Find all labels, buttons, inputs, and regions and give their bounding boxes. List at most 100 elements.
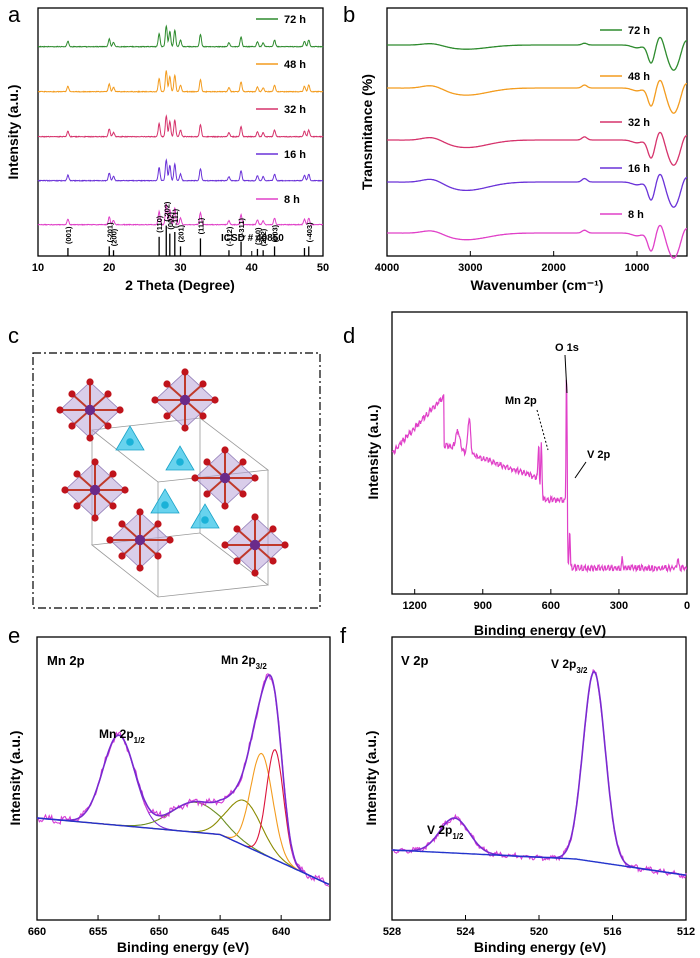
- oxygen-atom: [118, 520, 126, 528]
- y-axis-label-b: Transmitance (%): [359, 74, 375, 190]
- x-axis-label-f: Binding energy (eV): [474, 939, 606, 955]
- reference-hkl: (-112): [225, 226, 234, 246]
- panel-letter-b: b: [343, 2, 355, 27]
- annotation-o1s-line: [564, 354, 568, 394]
- ftir-line-48h: [387, 79, 687, 114]
- x-axis-label-e: Binding energy (eV): [117, 939, 249, 955]
- plot-frame-f: [391, 636, 687, 921]
- x-tick-label: 300: [610, 600, 628, 612]
- survey-line: [391, 379, 688, 574]
- x-tick-label: 650: [150, 926, 168, 938]
- mn-atom: [179, 394, 191, 406]
- peak-label-mn2p32: Mn 2p3/2: [221, 653, 267, 671]
- panel-d-xps-survey: d O 1s Mn 2p V 2p 1200 900 600 300 0 Binding…: [343, 311, 690, 638]
- legend-label: 16 h: [284, 149, 306, 161]
- reference-hkl: (-311): [237, 218, 246, 238]
- oxygen-atom: [199, 380, 207, 388]
- x-axis-label-d: Binding energy (eV): [474, 622, 606, 638]
- reference-hkl: (110): [155, 215, 164, 233]
- oxygen-atom: [56, 406, 64, 414]
- legend-label: 72 h: [284, 14, 306, 26]
- x-tick-label: 655: [89, 926, 107, 938]
- oxygen-atom: [269, 525, 277, 533]
- oxygen-atom: [163, 412, 171, 420]
- y-axis-label-a: Intensity (a.u.): [5, 85, 21, 180]
- xrd-line-16h: [37, 158, 324, 182]
- x-tick-label: 900: [474, 600, 492, 612]
- x-tick-label: 660: [28, 926, 46, 938]
- oxygen-atom: [154, 552, 162, 560]
- x-tick-label: 2000: [541, 262, 565, 274]
- xrd-curves: [37, 24, 324, 226]
- peak-label-v2p12: V 2p1/2: [427, 823, 464, 841]
- oxygen-atom: [104, 390, 112, 398]
- x-tick-label: 50: [317, 262, 329, 274]
- oxygen-atom: [136, 508, 144, 516]
- x-axis-ticks-e: 660 655 650 645 640: [28, 915, 290, 938]
- oxygen-atom: [91, 458, 99, 466]
- xrd-line-8h: [37, 203, 323, 226]
- panel-c-crystal-structure: c: [8, 323, 321, 609]
- reference-hkl: (-111): [171, 208, 180, 228]
- region-title-e: Mn 2p: [47, 653, 85, 668]
- oxygen-atom: [154, 520, 162, 528]
- v-atom: [176, 458, 184, 466]
- oxygen-atom: [221, 502, 229, 510]
- oxygen-atom: [118, 552, 126, 560]
- xrd-line-48h: [37, 70, 324, 93]
- annotation-mn2p-line: [536, 409, 549, 451]
- x-tick-label: 20: [103, 262, 115, 274]
- x-tick-label: 40: [246, 262, 258, 274]
- v2p-curves: [391, 668, 687, 880]
- legend-label: 48 h: [284, 59, 306, 71]
- v-tetrahedron: [150, 488, 180, 514]
- oxygen-atom: [73, 502, 81, 510]
- oxygen-atom: [61, 486, 69, 494]
- x-axis-ticks-a: 10 20 30 40 50: [32, 251, 329, 274]
- panel-letter-d: d: [343, 323, 355, 348]
- oxygen-atom: [281, 541, 289, 549]
- reference-hkl: (111): [196, 217, 205, 234]
- plot-frame-e: [36, 636, 331, 921]
- x-axis-label-a: 2 Theta (Degree): [125, 277, 235, 293]
- oxygen-atom: [109, 470, 117, 478]
- structure-frame: [32, 352, 321, 609]
- reference-hkl: (-403): [305, 222, 314, 243]
- mn-atom: [249, 539, 261, 551]
- oxygen-atom: [191, 474, 199, 482]
- legend-label: 48 h: [628, 71, 650, 83]
- legend-label: 16 h: [628, 163, 650, 175]
- oxygen-atom: [203, 490, 211, 498]
- raw-line: [391, 668, 687, 880]
- oxygen-atom: [136, 564, 144, 572]
- x-tick-label: 30: [174, 262, 186, 274]
- xrd-line-32h: [37, 114, 324, 138]
- v-atom: [126, 438, 134, 446]
- x-tick-label: 3000: [458, 262, 482, 274]
- x-tick-label: 512: [677, 926, 695, 938]
- annotation-o1s: O 1s: [555, 342, 579, 354]
- v-tetrahedron: [165, 445, 195, 471]
- panel-letter-f: f: [340, 623, 347, 648]
- panel-letter-a: a: [8, 2, 21, 27]
- ftir-line-16h: [387, 173, 687, 208]
- x-axis-ticks-b: 4000 3000 2000 1000: [375, 251, 649, 274]
- reference-hkl: (-202): [162, 201, 171, 222]
- panel-letter-c: c: [8, 323, 19, 348]
- oxygen-atom: [203, 458, 211, 466]
- oxygen-atom: [181, 368, 189, 376]
- reference-hkl: (-201): [105, 222, 114, 243]
- ftir-line-8h: [387, 224, 687, 259]
- oxygen-atom: [233, 557, 241, 565]
- panel-b-ftir: b 72 h 48 h 32 h 16 h 8 h 4000 3000 2000 1000 W…: [343, 2, 688, 293]
- legend-label: 8 h: [284, 194, 300, 206]
- oxygen-atom: [116, 406, 124, 414]
- oxygen-atom: [86, 434, 94, 442]
- reference-hkl: (003): [271, 224, 280, 242]
- oxygen-atom: [68, 390, 76, 398]
- oxygen-atom: [199, 412, 207, 420]
- legend-label: 32 h: [628, 117, 650, 129]
- structure-polyhedra: [56, 368, 289, 577]
- oxygen-atom: [221, 541, 229, 549]
